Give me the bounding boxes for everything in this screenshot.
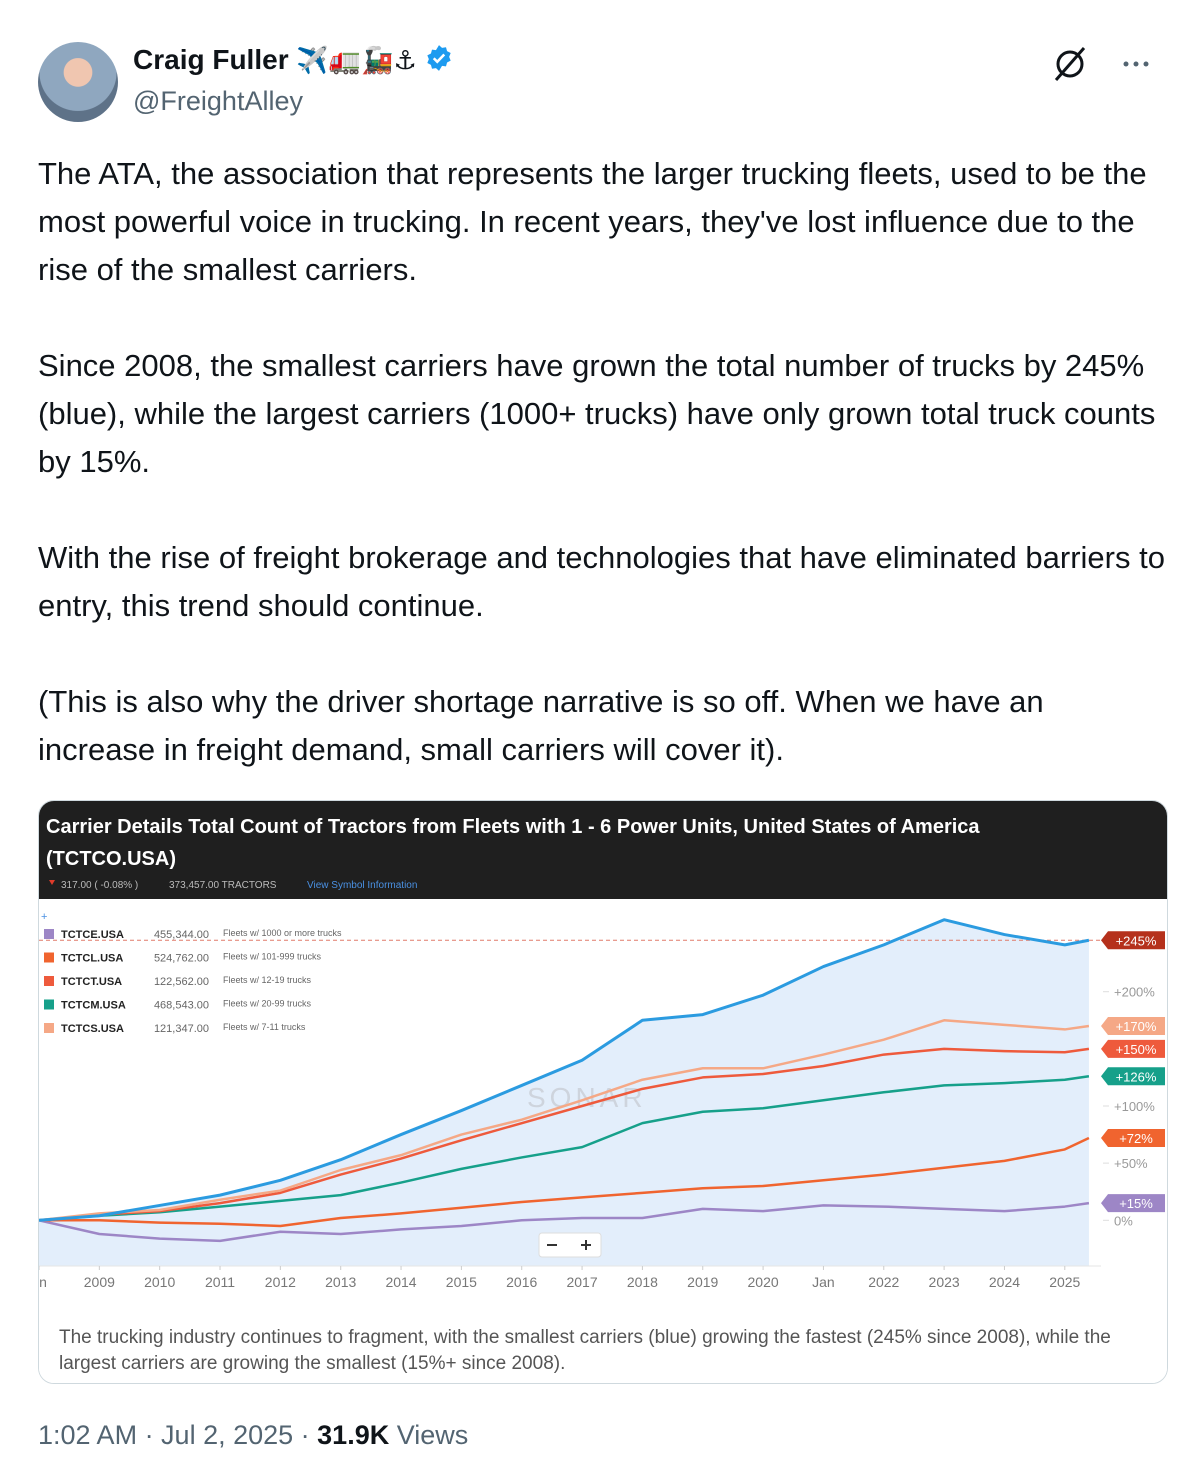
end-label: +15% — [1119, 1196, 1153, 1211]
y-tick-label: 0% — [1114, 1213, 1133, 1228]
x-tick-label: 2012 — [265, 1274, 296, 1290]
zoom-controls[interactable] — [538, 1232, 602, 1258]
end-badge — [1101, 1039, 1165, 1058]
timestamp[interactable]: 1:02 AM · Jul 2, 2025 — [38, 1420, 294, 1450]
series-line — [39, 1201, 1090, 1243]
end-badge — [1101, 1194, 1165, 1213]
chart-title: Carrier Details Total Count of Tractors … — [46, 816, 980, 838]
author-name-text[interactable]: Craig Fuller — [133, 44, 289, 75]
x-tick-label: 2018 — [627, 1274, 658, 1290]
paragraph: The ATA, the association that represents… — [38, 156, 1147, 287]
x-tick-label: 2022 — [868, 1274, 899, 1290]
end-label: +245% — [1116, 933, 1157, 948]
tweet-text: The ATA, the association that represents… — [38, 150, 1168, 822]
chart-card[interactable]: Carrier Details Total Count of Tractors … — [38, 800, 1168, 1384]
x-tick-label: 2020 — [748, 1274, 779, 1290]
down-arrow — [49, 880, 55, 885]
author-handle[interactable]: @FreightAlley — [133, 86, 303, 116]
x-tick-label: 2023 — [929, 1274, 960, 1290]
y-tick-label: +100% — [1114, 1099, 1155, 1114]
x-tick-label: n — [39, 1274, 47, 1290]
end-badge — [1101, 1067, 1165, 1086]
end-label: +126% — [1116, 1069, 1157, 1084]
paragraph: (This is also why the driver shortage na… — [38, 684, 1044, 767]
legend-desc: Fleets w/ 101-999 trucks — [223, 952, 322, 962]
paragraph: With the rise of freight brokerage and t… — [38, 540, 1165, 623]
action-icons[interactable] — [1048, 44, 1158, 84]
chart: Carrier Details Total Count of Tractors … — [39, 801, 1167, 1383]
y-tick-label: +200% — [1114, 985, 1155, 1000]
legend-value: 122,562.00 — [154, 976, 209, 988]
end-label: +150% — [1116, 1042, 1157, 1057]
legend-desc: Fleets w/ 1000 or more trucks — [223, 928, 342, 938]
legend-swatch — [44, 952, 54, 963]
legend-desc: Fleets w/ 20-99 trucks — [223, 999, 312, 1009]
end-label: +170% — [1116, 1019, 1157, 1034]
end-badge — [1101, 1129, 1165, 1147]
legend-value: 121,347.00 — [154, 1023, 209, 1035]
x-tick-label: 2019 — [687, 1274, 718, 1290]
legend-name: TCTCL.USA — [61, 953, 123, 965]
x-tick-label: 2015 — [446, 1274, 477, 1290]
x-tick-label: 2014 — [385, 1274, 416, 1290]
chart-symbol: (TCTCO.USA) — [46, 848, 176, 870]
legend-name: TCTCM.USA — [61, 1000, 126, 1012]
legend-value: 524,762.00 — [154, 953, 209, 965]
x-tick-label: 2009 — [84, 1274, 115, 1290]
legend-swatch — [44, 999, 54, 1010]
author-emoji: ✈️🚛🚂⚓ — [296, 45, 417, 75]
tweet-meta: 1:02 AM · Jul 2, 2025 · 31.9K Views — [38, 1420, 469, 1450]
y-tick-label: +50% — [1114, 1156, 1148, 1171]
legend-name: TCTCE.USA — [61, 929, 124, 941]
series-line — [39, 1047, 1090, 1222]
legend-desc: Fleets w/ 7-11 trucks — [223, 1022, 306, 1032]
legend-value: 468,543.00 — [154, 1000, 209, 1012]
verified-badge — [426, 45, 451, 71]
legend-value: 455,344.00 — [154, 929, 209, 941]
end-badge — [1101, 1017, 1165, 1035]
x-tick-label: Jan — [812, 1274, 835, 1290]
author-name[interactable]: Craig Fuller ✈️🚛🚂⚓ — [133, 44, 453, 76]
zoom-box — [538, 1232, 602, 1258]
x-tick-label: 2016 — [506, 1274, 537, 1290]
end-badge — [1101, 931, 1165, 950]
series-line — [39, 1019, 1090, 1222]
caption-box: The trucking industry continues to fragm… — [59, 1327, 1111, 1374]
zoom-in — [581, 1240, 591, 1250]
x-tick-label: 2017 — [566, 1274, 597, 1290]
paragraph: Since 2008, the smallest carriers have g… — [38, 348, 1156, 479]
tweet-actions — [1048, 44, 1158, 92]
views-label: Views — [396, 1420, 469, 1450]
legend-icon: + — [41, 911, 47, 923]
legend-swatch — [44, 976, 54, 986]
caption: The trucking industry continues to fragm… — [59, 1327, 1111, 1374]
series-line — [39, 918, 1090, 1222]
quote: 317.00 ( -0.08% ) — [61, 880, 138, 891]
legend-desc: Fleets w/ 12-19 trucks — [223, 975, 312, 985]
series-line — [39, 1075, 1090, 1222]
legend-name: TCTCS.USA — [61, 1023, 124, 1035]
x-tick-label: 2010 — [144, 1274, 175, 1290]
x-tick-label: 2025 — [1049, 1274, 1080, 1290]
avatar[interactable] — [38, 42, 118, 122]
x-tick-label: 2011 — [205, 1274, 235, 1290]
x-tick-label: 2024 — [989, 1274, 1020, 1290]
symbol-link: View Symbol Information — [307, 880, 417, 891]
chart-header — [39, 801, 1167, 899]
end-label: +72% — [1119, 1131, 1153, 1146]
views-count: 31.9K — [317, 1420, 390, 1450]
x-tick-label: 2013 — [325, 1274, 356, 1290]
legend-name: TCTCT.USA — [61, 976, 122, 988]
legend-swatch — [44, 929, 54, 939]
units: 373,457.00 TRACTORS — [169, 880, 277, 891]
legend-swatch — [44, 1023, 54, 1033]
series-line — [39, 1136, 1090, 1228]
